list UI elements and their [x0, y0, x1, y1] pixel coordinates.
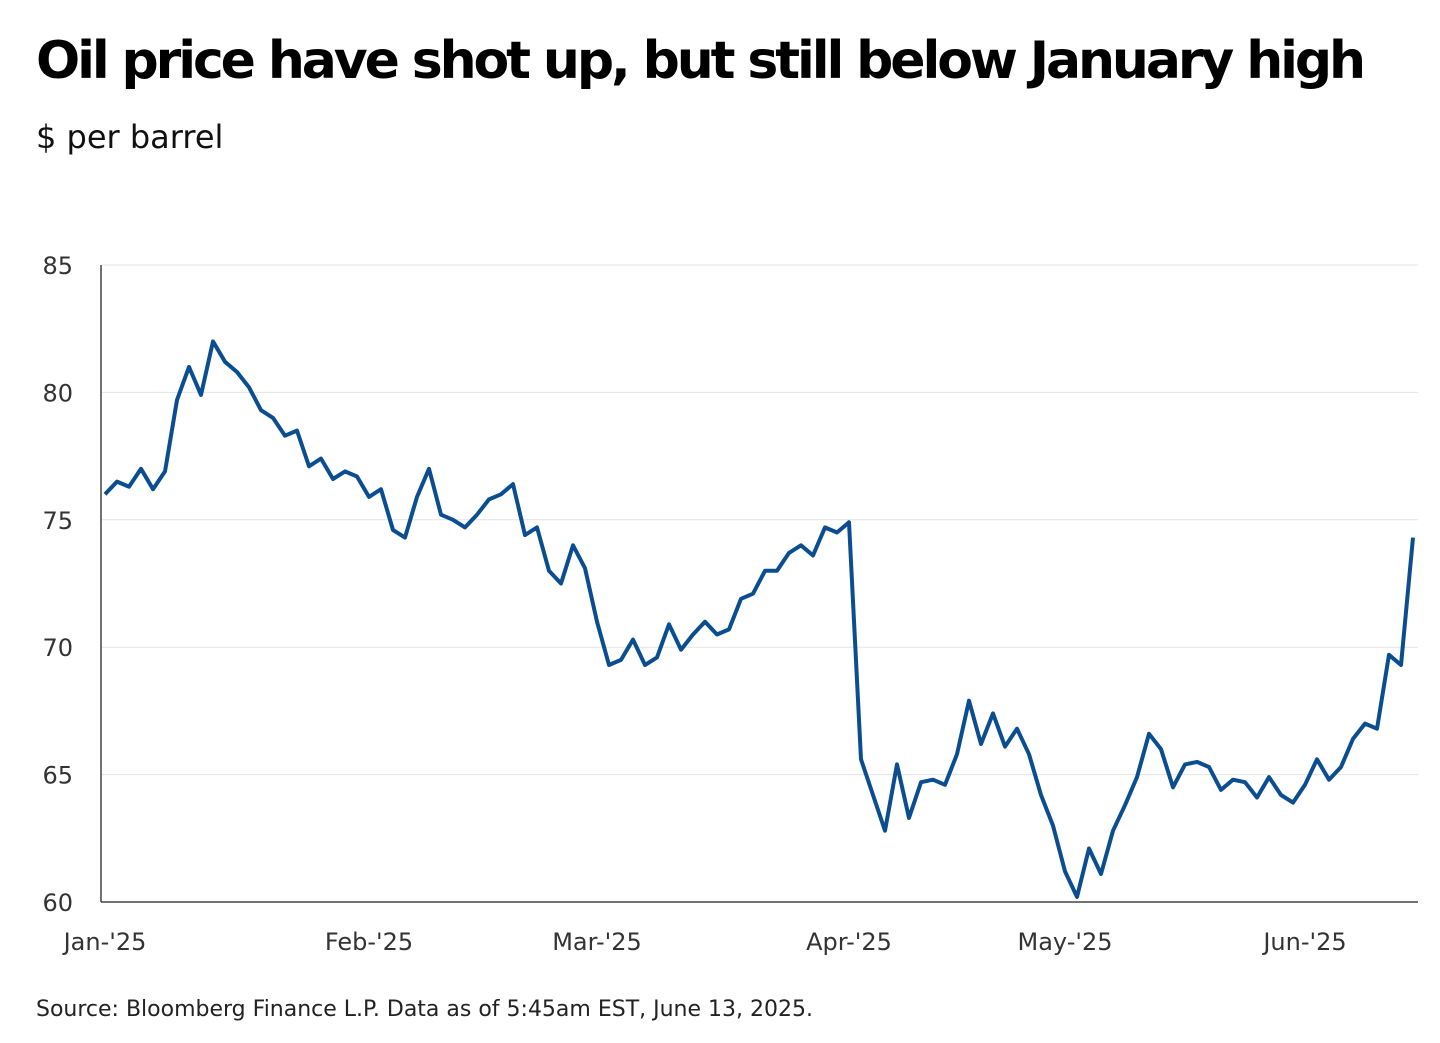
x-tick-label: Feb-'25: [325, 928, 413, 956]
data-line: [103, 339, 1415, 899]
y-tick-label: 75: [42, 507, 73, 535]
chart-title: Oil price have shot up, but still below …: [36, 31, 1366, 91]
y-tick-label: 85: [42, 252, 73, 280]
x-tick-label: Apr-'25: [806, 928, 892, 956]
y-tick-label: 65: [42, 762, 73, 790]
x-tick-label: May-'25: [1018, 928, 1113, 956]
source-note: Source: Bloomberg Finance L.P. Data as o…: [36, 997, 813, 1022]
x-tick-label: Jun-'25: [1261, 928, 1346, 956]
chart-subtitle: $ per barrel: [36, 118, 223, 156]
x-tick-label: Mar-'25: [552, 928, 642, 956]
x-tick-label: Jan-'25: [62, 928, 147, 956]
y-tick-label: 60: [42, 889, 73, 917]
y-tick-label: 70: [42, 634, 73, 662]
y-tick-label: 80: [42, 379, 73, 407]
